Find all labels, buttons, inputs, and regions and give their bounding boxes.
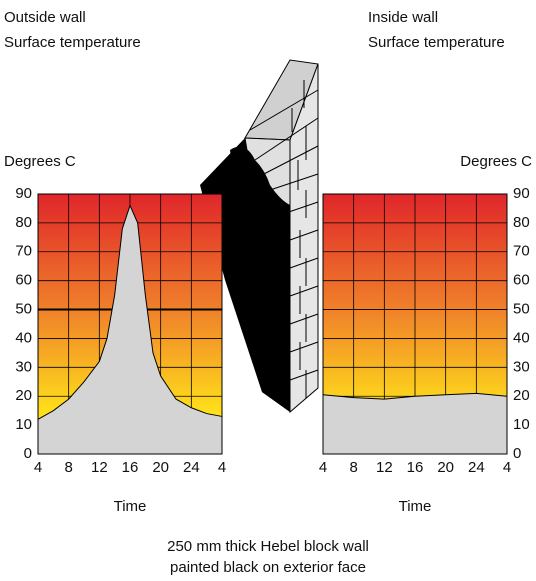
x-tick-label: 24 [468,459,485,476]
x-axis-label: Time [114,498,147,515]
chart-title: Surface temperature [4,34,141,51]
y-tick-label: 70 [513,243,530,260]
x-tick-label: 8 [64,459,72,476]
y-tick-label: 40 [15,329,32,346]
y-axis-label: Degrees C [4,153,76,170]
x-tick-label: 16 [407,459,424,476]
y-tick-label: 80 [15,214,32,231]
y-tick-label: 60 [15,272,32,289]
x-tick-label: 4 [218,459,226,476]
x-tick-label: 8 [349,459,357,476]
y-tick-label: 10 [513,416,530,433]
y-tick-label: 90 [513,185,530,202]
y-tick-label: 20 [513,387,530,404]
y-tick-label: 50 [513,301,530,318]
caption: 250 mm thick Hebel block wall [167,538,369,555]
area [38,205,222,454]
x-tick-label: 20 [152,459,169,476]
y-tick-label: 30 [513,358,530,375]
y-axis-label: Degrees C [460,153,532,170]
y-tick-label: 90 [15,185,32,202]
area-line [37,204,223,420]
y-tick-label: 10 [15,416,32,433]
chart-title: Inside wall [368,9,438,26]
x-tick-label: 4 [319,459,327,476]
chart-title: Outside wall [4,9,86,26]
y-tick-label: 40 [513,329,530,346]
x-tick-label: 16 [122,459,139,476]
plot-frame [322,193,508,455]
area [323,393,507,454]
y-tick-label: 30 [15,358,32,375]
y-tick-label: 20 [15,387,32,404]
chart-title: Surface temperature [368,34,505,51]
x-tick-label: 12 [91,459,108,476]
x-tick-label: 12 [376,459,393,476]
y-tick-label: 0 [24,445,32,462]
y-tick-label: 60 [513,272,530,289]
y-tick-label: 70 [15,243,32,260]
y-tick-label: 0 [513,445,521,462]
x-tick-label: 20 [437,459,454,476]
x-tick-label: 4 [503,459,511,476]
y-tick-label: 80 [513,214,530,231]
x-axis-label: Time [399,498,432,515]
y-tick-label: 50 [15,301,32,318]
plot-frame [37,193,223,455]
x-tick-label: 4 [34,459,42,476]
x-tick-label: 24 [183,459,200,476]
caption: painted black on exterior face [170,559,366,576]
